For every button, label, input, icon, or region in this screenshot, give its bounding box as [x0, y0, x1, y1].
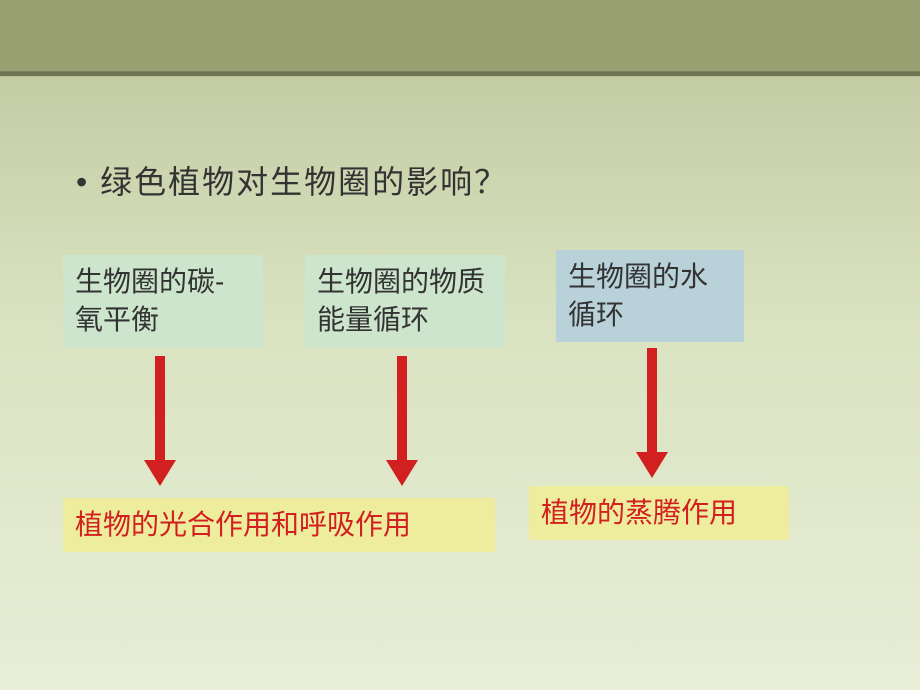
- box-label: 生物圈的水循环: [568, 261, 708, 330]
- box-photosynthesis-respiration: 植物的光合作用和呼吸作用: [63, 498, 495, 552]
- box-transpiration: 植物的蒸腾作用: [529, 486, 789, 540]
- box-label: 生物圈的物质能量循环: [317, 266, 485, 335]
- box-label: 生物圈的碳-氧平衡: [75, 266, 224, 335]
- box-water-cycle: 生物圈的水循环: [556, 250, 744, 342]
- arrow-1: [144, 356, 176, 486]
- result-text: 植物的光合作用和呼吸作用: [75, 509, 411, 540]
- title-text: 绿色植物对生物圈的影响？: [100, 164, 508, 200]
- box-carbon-oxygen-balance: 生物圈的碳-氧平衡: [63, 255, 263, 347]
- arrow-2: [386, 356, 418, 486]
- arrow-3: [636, 348, 668, 478]
- slide-title: • 绿色植物对生物圈的影响？: [76, 157, 508, 203]
- result-text: 植物的蒸腾作用: [541, 497, 737, 528]
- bullet-dot: •: [76, 164, 100, 200]
- header-divider: [0, 72, 920, 76]
- box-matter-energy-cycle: 生物圈的物质能量循环: [305, 255, 505, 347]
